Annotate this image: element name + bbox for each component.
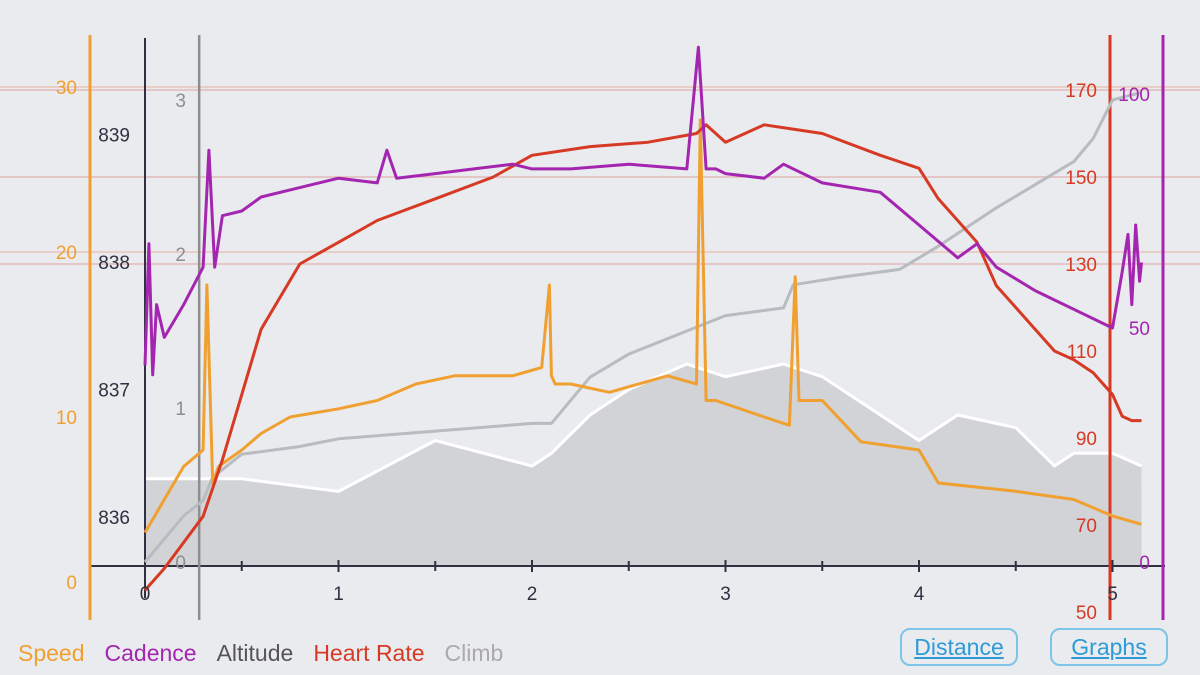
tick-label-layer: 0 1 2 3 4 50102030836837838839012350709011013…	[56, 78, 1150, 624]
climb-tick-label: 3	[175, 91, 186, 112]
legend-climb: Climb	[444, 640, 504, 666]
grid-layer	[0, 86, 1200, 265]
altitude-tick-label: 838	[98, 253, 130, 274]
cadence-tick-label: 100	[1118, 85, 1150, 106]
graphs-button[interactable]: Graphs	[1050, 628, 1168, 666]
speed-tick-label: 20	[56, 243, 77, 264]
series-layer	[143, 45, 1143, 592]
climb-tick-label: 2	[175, 245, 186, 266]
altitude-tick-label: 836	[98, 508, 130, 529]
x-tick-label: 3	[720, 584, 731, 605]
legend-cadence: Cadence	[104, 640, 197, 666]
heart-rate-tick-label: 50	[1076, 603, 1097, 624]
climb-line	[143, 90, 1142, 563]
heart-rate-line	[143, 123, 1142, 592]
x-tick-label: 4	[914, 584, 925, 605]
x-tick-label: 1	[333, 584, 344, 605]
legend-altitude: Altitude	[216, 640, 294, 666]
heart-rate-tick-label: 170	[1065, 81, 1097, 102]
heart-rate-tick-label: 70	[1076, 516, 1097, 537]
speed-tick-label: 0	[66, 573, 77, 594]
speed-tick-label: 10	[56, 408, 77, 429]
speed-line	[143, 118, 1142, 534]
legend-speed: Speed	[18, 640, 85, 666]
x-tick-label: 5	[1107, 584, 1118, 605]
legend: Speed Cadence Altitude Heart Rate Climb	[18, 640, 503, 667]
legend-heart-rate: Heart Rate	[313, 640, 425, 666]
climb-tick-label: 1	[175, 399, 186, 420]
heart-rate-tick-label: 90	[1076, 429, 1097, 450]
speed-tick-label: 30	[56, 78, 77, 99]
climb-tick-label: 0	[175, 553, 186, 574]
altitude-tick-label: 839	[98, 126, 130, 147]
altitude-tick-label: 837	[98, 381, 130, 402]
cadence-tick-label: 0	[1139, 553, 1150, 574]
altitude-fill-layer	[145, 362, 1143, 566]
altitude-area	[145, 364, 1142, 566]
x-tick-label: 2	[527, 584, 538, 605]
heart-rate-tick-label: 110	[1067, 342, 1097, 363]
altitude-outline	[145, 362, 1143, 494]
distance-button[interactable]: Distance	[900, 628, 1018, 666]
cadence-tick-label: 50	[1129, 319, 1150, 340]
heart-rate-tick-label: 130	[1065, 255, 1097, 276]
cadence-line	[143, 45, 1143, 377]
heart-rate-tick-label: 150	[1065, 168, 1097, 189]
x-tick-label: 0	[140, 584, 151, 605]
